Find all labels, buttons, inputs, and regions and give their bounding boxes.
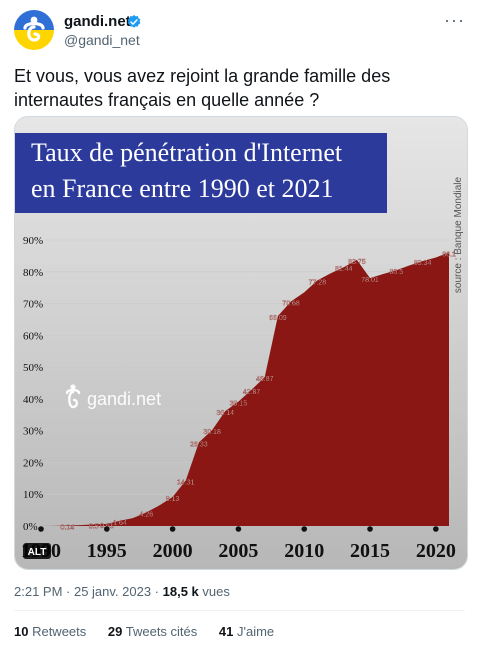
y-tick-label: 70% [23,299,43,311]
x-tick-dot [433,526,439,532]
source-note: source : Banque Mondiale [453,176,464,293]
y-tick-label: 60% [23,330,43,342]
penetration-area [41,252,449,527]
x-tick-label: 2005 [218,540,258,562]
data-label: 1.64 [113,520,127,527]
x-tick-label: 2015 [350,540,390,562]
data-label: 26.33 [190,441,208,448]
divider [14,610,465,611]
x-tick-dot [367,526,373,532]
data-label: 0.14 [61,525,75,532]
likes-stat[interactable]: 41 J'aime [218,624,275,639]
title-banner [15,133,387,213]
author-handle[interactable]: @gandi_net [64,32,140,48]
x-tick-label: 1995 [87,540,127,562]
alt-badge [23,543,51,559]
data-label: 86.1 [442,251,456,258]
gandi-watermark: gandi.net [65,384,161,409]
quotes-stat[interactable]: 29 Tweets cités [107,624,198,639]
watermark-text: gandi.net [87,389,161,409]
more-options-icon[interactable]: ··· [444,10,465,30]
data-label: 14.31 [177,480,195,487]
data-label: 77.28 [309,279,327,286]
views-label: vues [198,584,230,599]
retweets-stat[interactable]: 10 Retweets [14,624,87,639]
tweet-text: Et vous, vous avez rejoint la grande fam… [14,66,391,110]
data-label: 36.14 [216,410,234,417]
y-tick-label: 50% [23,362,43,374]
x-tick-label: 2000 [153,540,193,562]
tweet-timestamp[interactable]: 2:21 PM · 25 janv. 2023 · [14,584,163,599]
internet-penetration-chart: 0%10%20%30%40%50%60%70%80%90% 0.140.50.6… [15,117,467,569]
x-tick-dot [235,526,242,532]
x-tick-label: 2020 [416,540,456,562]
y-tick-label: 20% [23,457,43,469]
data-label: 83.75 [348,259,366,266]
tweet-meta: 2:21 PM · 25 janv. 2023 · 18,5 k vues [14,584,230,599]
y-tick-label: 40% [23,394,43,406]
y-tick-label: 10% [23,489,43,501]
data-label: 9.13 [166,496,180,503]
data-label: 0.5 [89,523,99,530]
chart-title-line2: en France entre 1990 et 2021 [31,174,334,203]
data-label: 66.09 [269,315,287,322]
data-label: 81.44 [335,266,353,273]
x-tick-dot [104,526,110,532]
x-tick-dot [169,526,176,532]
views-count: 18,5 k [162,584,199,599]
author-name[interactable]: gandi.net [64,13,131,30]
x-tick-dot [38,526,44,532]
chart-title-line1: Taux de pénétration d'Internet [31,138,343,167]
verified-badge-icon [127,15,141,28]
alt-badge-label[interactable]: ALT [28,547,47,558]
data-label: 30.18 [203,429,221,436]
y-tick-label: 80% [23,267,43,279]
data-label: 70.68 [282,300,300,307]
x-tick-label: 2010 [284,540,324,562]
tweet-stats: 10 Retweets 29 Tweets cités 41 J'aime [14,624,292,639]
tweet-media[interactable]: 0%10%20%30%40%50%60%70%80%90% 0.140.50.6… [14,116,468,570]
data-label: 42.87 [243,389,261,396]
data-label: 39.15 [230,401,248,408]
y-axis-labels: 0% 10% 20% 30% 40% 50% 60% 70% 80% 90% [23,235,43,533]
y-tick-label: 90% [23,235,43,247]
gandi-logo-icon [23,16,45,42]
y-tick-label: 0% [23,521,38,533]
data-label: 78.01 [361,277,379,284]
x-axis-markers [38,526,439,532]
y-tick-label: 30% [23,426,43,438]
data-label: 80.5 [390,269,404,276]
data-label: 83.34 [414,260,432,267]
avatar[interactable] [14,10,54,50]
data-label: 46.87 [256,376,274,383]
x-tick-dot [301,526,308,532]
data-label: 4.26 [139,511,153,518]
